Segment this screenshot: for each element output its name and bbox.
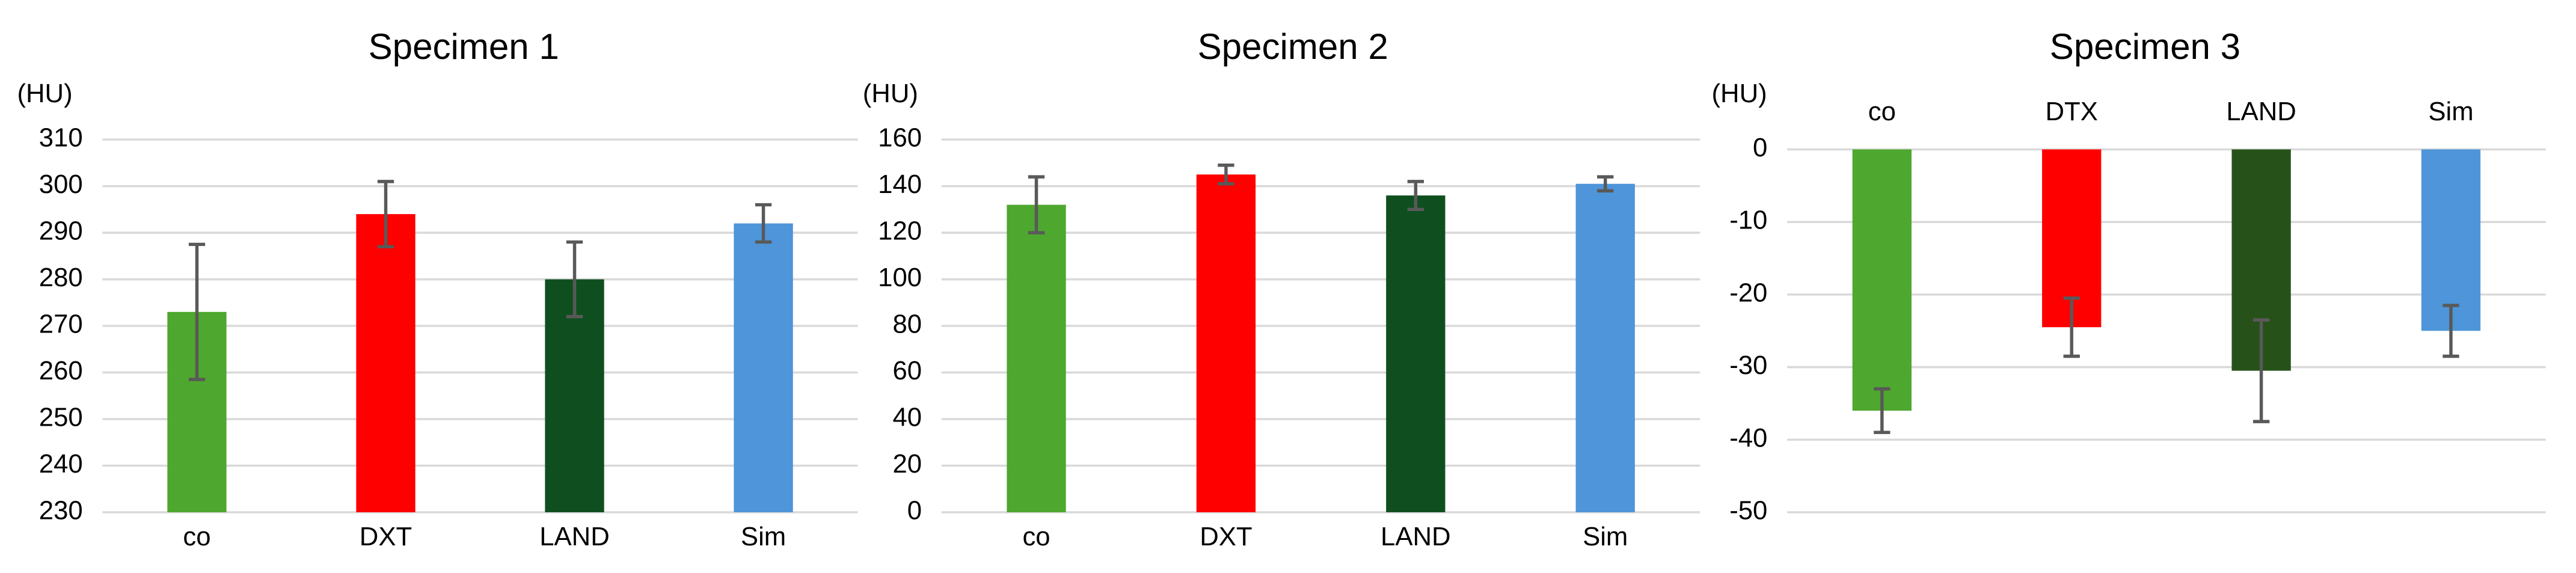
- x-tick-label: Sim: [1583, 522, 1628, 551]
- y-tick-label: -10: [1729, 206, 1767, 235]
- chart-title: Specimen 2: [1198, 26, 1388, 67]
- error-bar: [1597, 175, 1614, 193]
- y-tick-label: 270: [39, 310, 83, 339]
- x-tick-label: co: [183, 522, 210, 551]
- x-tick-label: Sim: [2428, 97, 2473, 126]
- y-tick-label: 300: [39, 170, 83, 199]
- error-bar: [377, 180, 394, 249]
- x-tick-label: DXT: [1200, 522, 1252, 551]
- y-tick-label: -20: [1729, 278, 1767, 307]
- y-tick-label: 160: [878, 123, 922, 153]
- y-tick-label: 290: [39, 216, 83, 246]
- y-tick-label: 0: [907, 496, 922, 526]
- y-tick-label: 230: [39, 496, 83, 526]
- x-tick-label: LAND: [2226, 97, 2296, 126]
- error-bar: [1218, 163, 1234, 186]
- y-tick-label: 310: [39, 123, 83, 153]
- y-tick-label: -50: [1729, 496, 1767, 526]
- y-axis-unit: (HU): [1712, 79, 1767, 108]
- x-tick-label: co: [1868, 97, 1896, 126]
- x-tick-label: co: [1022, 522, 1050, 551]
- y-tick-label: 250: [39, 403, 83, 432]
- x-tick-label: LAND: [1381, 522, 1451, 551]
- y-tick-label: 280: [39, 263, 83, 292]
- x-tick-label: DXT: [360, 522, 412, 551]
- bar: [2421, 149, 2481, 331]
- bar: [356, 214, 416, 512]
- y-tick-label: 140: [878, 170, 922, 199]
- x-tick-label: LAND: [539, 522, 610, 551]
- y-tick-label: 60: [892, 356, 922, 385]
- x-tick-label: Sim: [741, 522, 786, 551]
- y-axis-unit: (HU): [863, 79, 918, 108]
- y-tick-label: 20: [892, 449, 922, 479]
- bar: [1386, 195, 1446, 512]
- error-bar: [566, 240, 583, 319]
- chart-title: Specimen 3: [2050, 26, 2240, 67]
- error-bar: [2443, 304, 2459, 358]
- y-tick-label: -30: [1729, 351, 1767, 380]
- error-bar: [1028, 175, 1045, 234]
- chart-title: Specimen 1: [369, 26, 559, 67]
- y-tick-label: 80: [892, 310, 922, 339]
- error-bar: [188, 242, 206, 381]
- y-tick-label: 240: [39, 449, 83, 479]
- y-tick-label: 40: [892, 403, 922, 432]
- bar: [1575, 183, 1635, 512]
- error-bar: [755, 203, 772, 244]
- error-bar: [1874, 387, 1891, 434]
- error-bar: [1407, 180, 1424, 212]
- bar: [1007, 204, 1066, 512]
- y-tick-label: 120: [878, 216, 922, 246]
- y-tick-label: 0: [1753, 133, 1767, 162]
- error-bar: [2252, 318, 2270, 423]
- y-axis-unit: (HU): [17, 79, 72, 108]
- x-tick-label: DTX: [2046, 97, 2098, 126]
- bar: [1852, 149, 1912, 411]
- y-tick-label: 260: [39, 356, 83, 385]
- bar: [1196, 174, 1256, 512]
- y-tick-label: -40: [1729, 423, 1767, 453]
- error-bar: [2063, 296, 2080, 358]
- bar: [734, 223, 793, 512]
- y-tick-label: 100: [878, 263, 922, 292]
